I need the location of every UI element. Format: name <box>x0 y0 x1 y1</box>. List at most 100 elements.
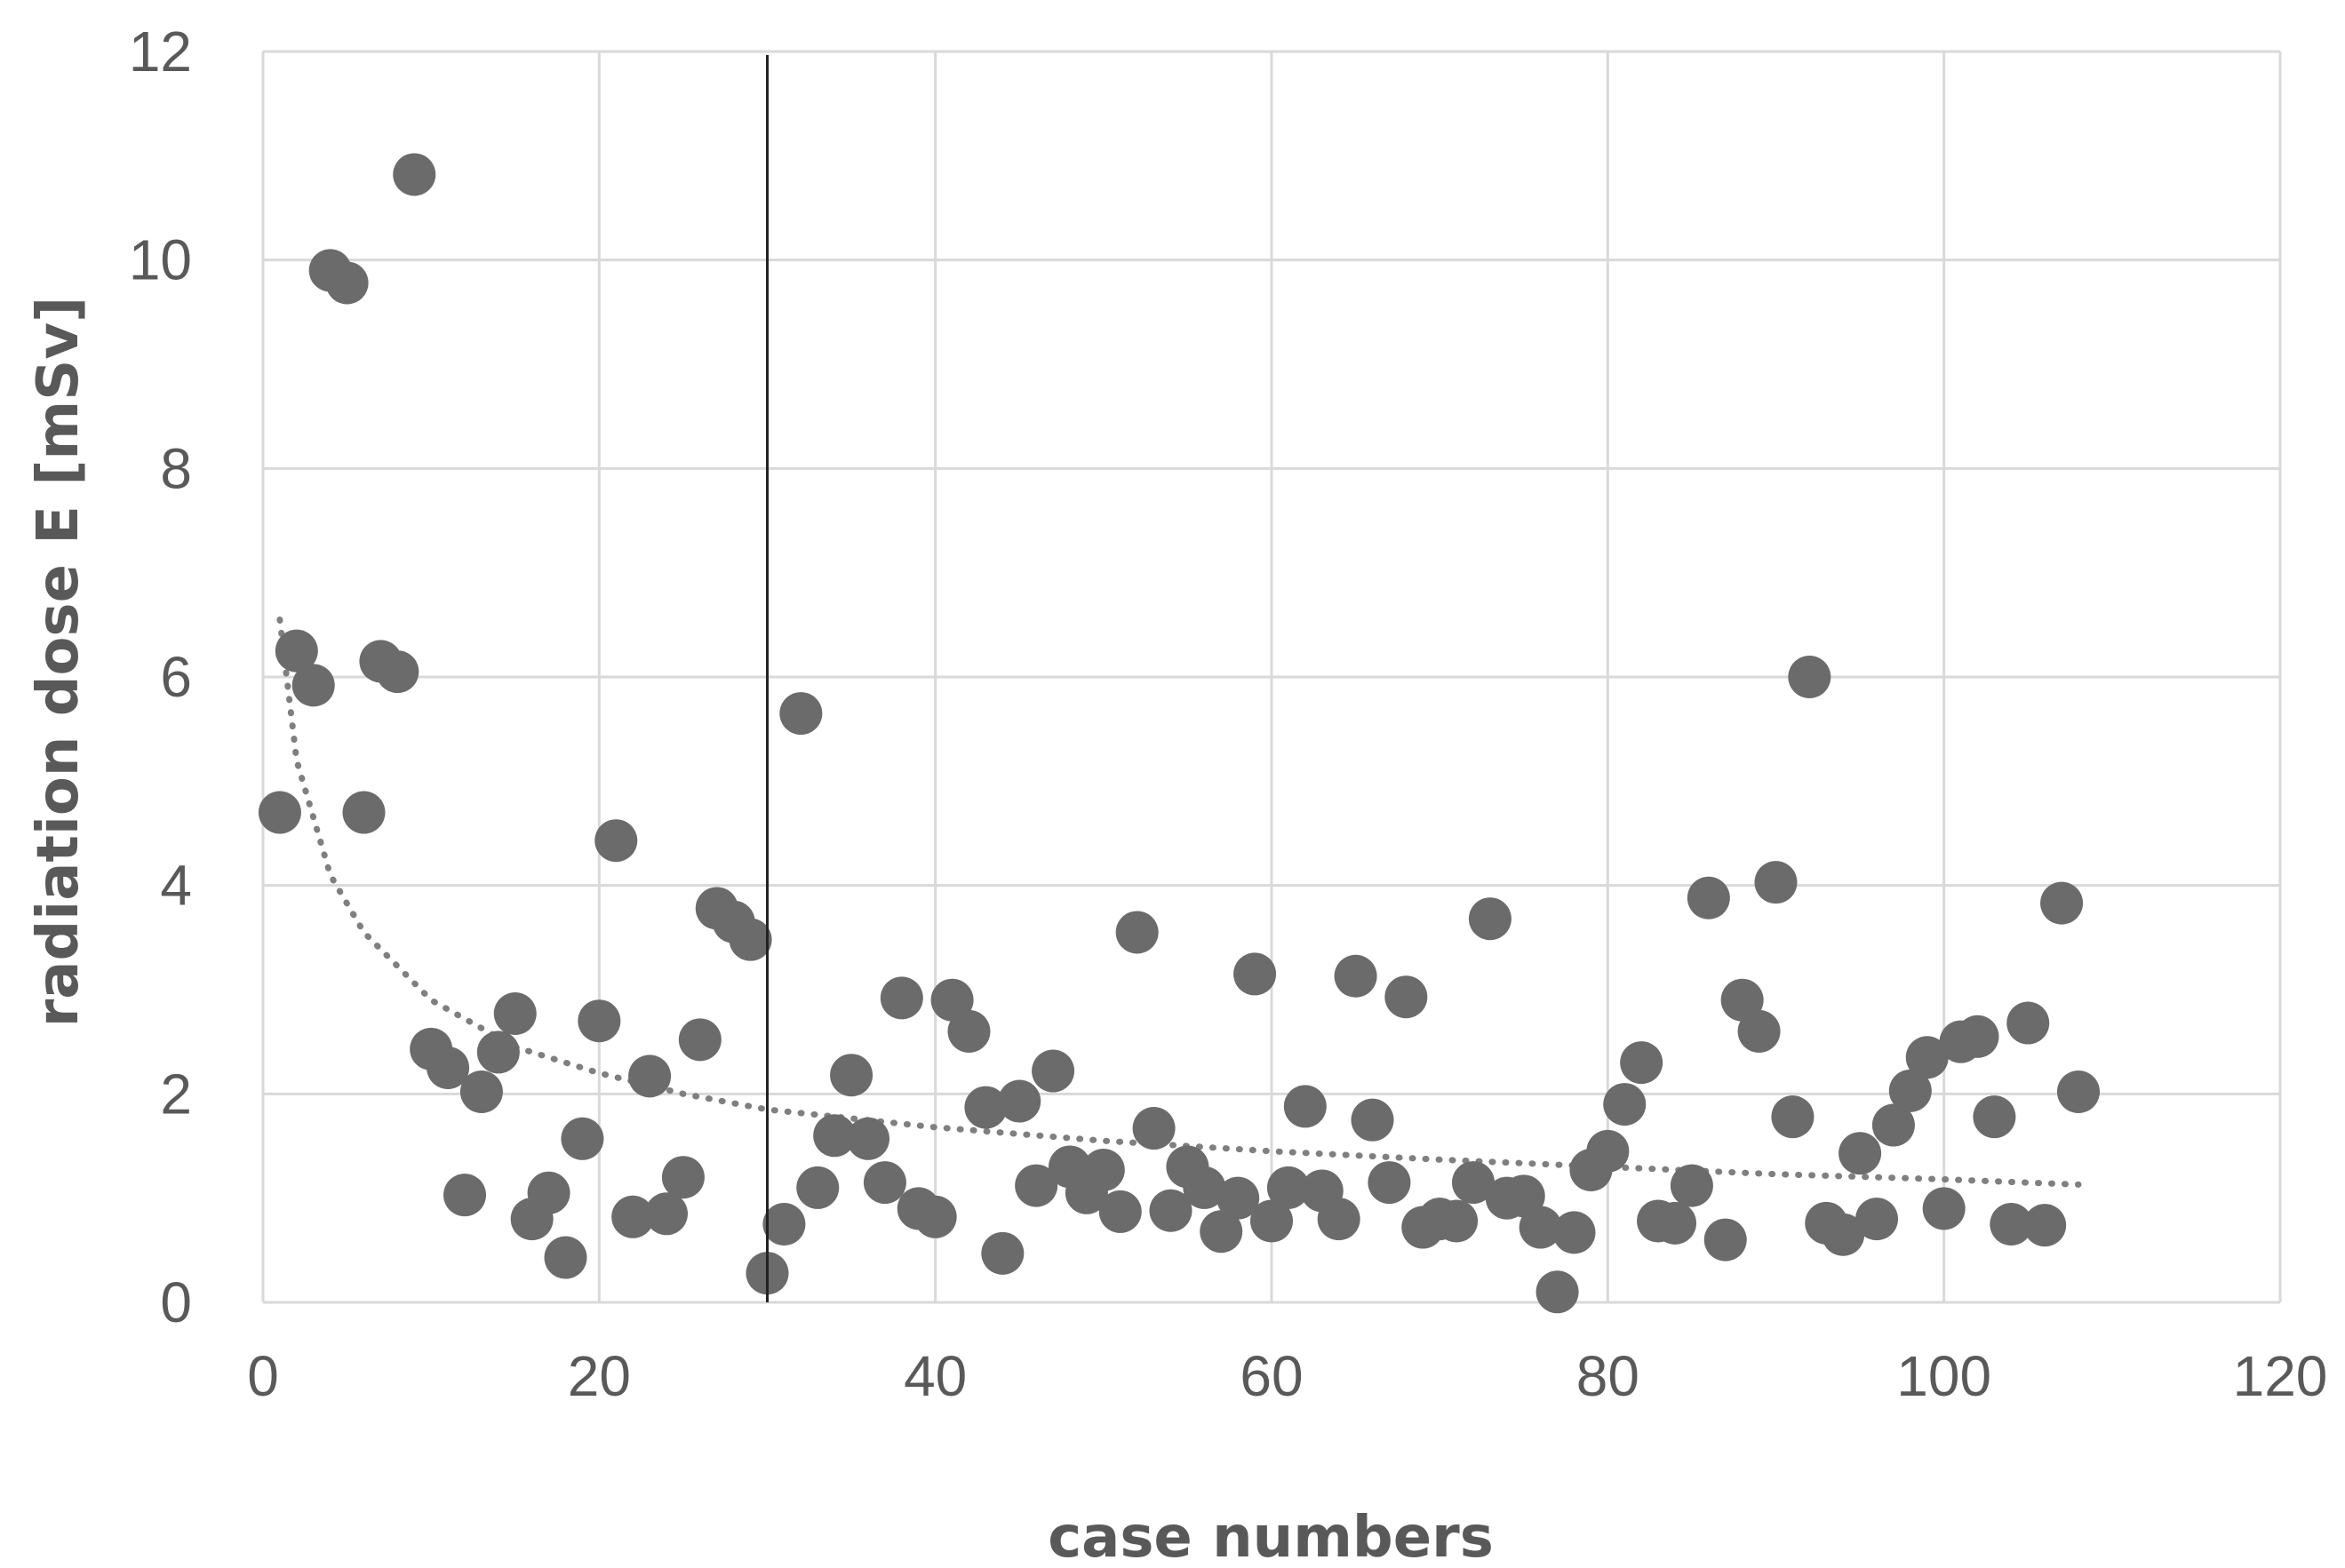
data-point <box>1334 954 1377 998</box>
data-point <box>1552 1211 1596 1254</box>
data-point <box>1535 1270 1579 1314</box>
data-point <box>1015 1164 1058 1207</box>
data-point <box>459 1070 503 1113</box>
data-point <box>645 1192 688 1236</box>
data-point <box>2040 881 2084 925</box>
data-point <box>1149 1189 1192 1232</box>
data-point <box>1888 1069 1932 1112</box>
data-point <box>1216 1176 1260 1220</box>
data-point <box>1115 911 1159 954</box>
data-point <box>1098 1190 1142 1233</box>
data-point <box>1317 1198 1360 1241</box>
data-point <box>661 1156 705 1199</box>
data-point <box>1670 1164 1713 1207</box>
data-point <box>981 1231 1025 1275</box>
data-point <box>1183 1166 1226 1209</box>
data-point <box>1384 975 1428 1019</box>
data-point <box>1754 861 1798 904</box>
data-point <box>1687 876 1730 919</box>
data-point <box>611 1195 655 1238</box>
data-point <box>2006 1001 2050 1045</box>
data-point <box>1990 1203 2033 1246</box>
data-point <box>1452 1161 1495 1205</box>
data-point <box>1654 1201 1696 1245</box>
data-point <box>1200 1210 1243 1254</box>
data-point <box>258 791 301 834</box>
data-point <box>880 976 923 1020</box>
data-point <box>1032 1049 1075 1093</box>
data-point <box>847 1117 889 1160</box>
data-point <box>1973 1095 2016 1139</box>
data-point <box>342 791 386 834</box>
data-point <box>1922 1187 1966 1230</box>
data-point <box>1283 1085 1327 1128</box>
data-point <box>2057 1070 2100 1113</box>
data-point <box>1822 1213 1865 1256</box>
x-axis-title: case numbers <box>1048 1505 1494 1568</box>
x-tick-label: 100 <box>1896 1344 1991 1408</box>
data-point <box>578 999 621 1043</box>
data-point <box>594 819 638 863</box>
data-point <box>1519 1206 1562 1249</box>
x-tick-label: 60 <box>1240 1344 1303 1408</box>
data-point <box>1368 1161 1411 1205</box>
y-axis-title: radiation dose E [mSv] <box>26 297 92 1028</box>
data-point <box>1956 1015 1999 1058</box>
data-point <box>1620 1041 1663 1085</box>
data-point <box>863 1161 906 1205</box>
x-tick-label: 0 <box>247 1344 279 1408</box>
y-tick-label: 0 <box>160 1270 192 1334</box>
data-point <box>1266 1166 1310 1209</box>
data-point <box>796 1166 840 1209</box>
data-point <box>291 664 335 707</box>
x-tick-label: 40 <box>904 1344 967 1408</box>
data-point <box>1603 1083 1647 1126</box>
x-tick-label: 20 <box>568 1344 631 1408</box>
data-point <box>913 1195 957 1238</box>
y-tick-label: 12 <box>129 20 192 84</box>
x-tick-label: 80 <box>1576 1344 1639 1408</box>
data-point <box>376 650 419 694</box>
data-point <box>678 1018 722 1062</box>
data-point <box>1871 1103 1915 1147</box>
data-point <box>1502 1174 1545 1218</box>
data-point <box>1855 1198 1898 1241</box>
data-point <box>729 918 772 961</box>
data-point <box>1233 952 1277 996</box>
data-point <box>1132 1107 1176 1150</box>
data-point <box>813 1114 857 1158</box>
points-layer <box>258 153 2100 1314</box>
y-tick-label: 8 <box>160 436 192 500</box>
data-point <box>476 1031 520 1074</box>
data-point <box>1081 1148 1125 1191</box>
trendline-layer <box>276 617 2082 1188</box>
data-point <box>998 1079 1041 1123</box>
data-point <box>561 1117 604 1160</box>
data-point <box>1586 1129 1630 1173</box>
data-point <box>275 629 318 673</box>
data-point <box>947 1009 991 1053</box>
data-point <box>325 261 369 305</box>
data-point <box>1435 1199 1479 1243</box>
data-point <box>930 978 974 1022</box>
data-point <box>527 1171 570 1214</box>
data-point <box>1905 1036 1949 1079</box>
data-point <box>1703 1218 1747 1262</box>
data-point <box>493 991 537 1035</box>
data-point <box>830 1054 873 1097</box>
data-point <box>1468 897 1511 941</box>
y-tick-label: 4 <box>160 854 192 918</box>
data-point <box>1737 1009 1781 1053</box>
data-point <box>544 1236 587 1279</box>
data-point <box>1788 656 1831 698</box>
data-point <box>964 1086 1008 1129</box>
data-point <box>443 1174 486 1217</box>
trendline <box>276 617 2082 1188</box>
data-point <box>628 1055 672 1098</box>
data-point <box>393 153 436 196</box>
data-point <box>1839 1132 1882 1175</box>
y-tick-label: 6 <box>160 645 192 709</box>
